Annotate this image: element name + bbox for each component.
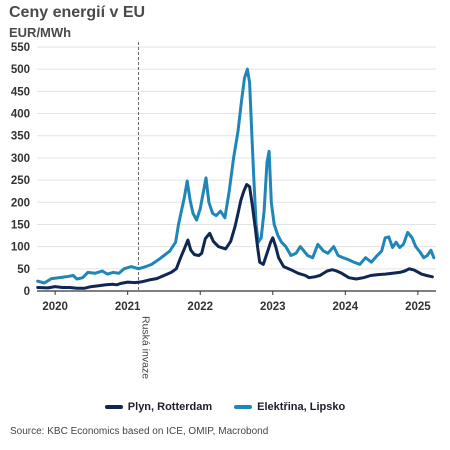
legend: Plyn, Rotterdam Elektřina, Lipsko <box>0 401 450 413</box>
y-axis-unit-label: EUR/MWh <box>9 25 72 40</box>
x-tick-label: 2022 <box>187 301 213 313</box>
series-layer <box>36 67 436 290</box>
y-tick-label: 550 <box>11 42 30 54</box>
x-tick-label: 2023 <box>260 301 286 313</box>
line-chart: Ruská invaze 0 50 100 150 200 250 300 350 400 450… <box>11 42 436 379</box>
y-tick-label: 400 <box>11 109 30 121</box>
legend-label-electricity: Elektřina, Lipsko <box>257 401 346 413</box>
source-note: Source: KBC Economics based on ICE, OMIP… <box>10 426 269 437</box>
y-tick-label: 350 <box>11 131 30 143</box>
legend-swatch-electricity <box>234 405 253 409</box>
y-tick-label: 200 <box>11 197 30 209</box>
axis-layer: 0 50 100 150 200 250 300 350 400 450 500 550 2020 202… <box>11 42 431 313</box>
y-tick-label: 50 <box>17 264 30 276</box>
y-tick-label: 300 <box>11 153 30 165</box>
annotation-layer: Ruská invaze <box>138 42 152 379</box>
y-tick-label: 150 <box>11 219 30 231</box>
y-tick-label: 100 <box>11 242 30 254</box>
chart-title: Ceny energií v EU <box>9 4 146 21</box>
y-tick-label: 0 <box>24 286 30 298</box>
x-tick-label: 2020 <box>42 301 68 313</box>
grid-lines <box>37 46 436 292</box>
y-tick-label: 250 <box>11 175 30 187</box>
x-tick-label: 2024 <box>333 301 359 313</box>
invasion-marker-label: Ruská invaze <box>140 316 152 379</box>
x-tick-label: 2021 <box>115 301 141 313</box>
series-line-electricity <box>36 67 436 285</box>
y-tick-label: 450 <box>11 86 30 98</box>
legend-label-gas: Plyn, Rotterdam <box>127 401 213 413</box>
series-line-gas <box>36 183 434 290</box>
legend-item-gas: Plyn, Rotterdam <box>104 401 213 413</box>
y-tick-label: 500 <box>11 64 30 76</box>
x-tick-label: 2025 <box>405 301 431 313</box>
legend-swatch-gas <box>104 405 123 409</box>
legend-item-electricity: Elektřina, Lipsko <box>234 401 345 413</box>
